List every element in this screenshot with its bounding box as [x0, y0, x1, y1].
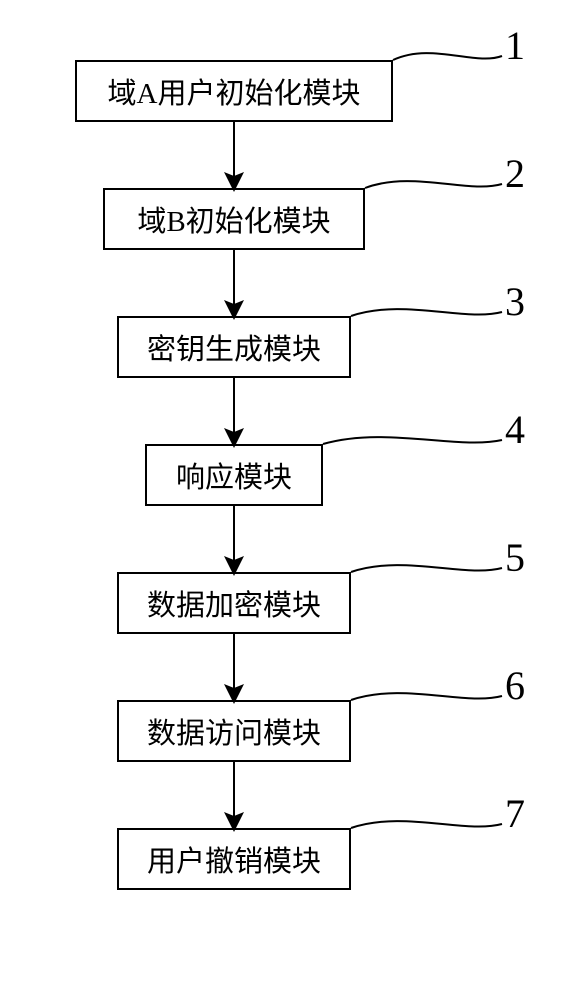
node-data-encryption: 数据加密模块 — [117, 572, 351, 634]
node-user-revoke: 用户撤销模块 — [117, 828, 351, 890]
node-data-access: 数据访问模块 — [117, 700, 351, 762]
diagram-canvas: 域A用户初始化模块 域B初始化模块 密钥生成模块 响应模块 数据加密模块 数据访… — [0, 0, 563, 1000]
callout-label-7: 7 — [505, 790, 525, 837]
node-label: 域A用户初始化模块 — [108, 70, 361, 112]
node-label: 数据访问模块 — [147, 710, 321, 752]
node-label: 域B初始化模块 — [137, 198, 330, 240]
callout-label-5: 5 — [505, 534, 525, 581]
callout-label-4: 4 — [505, 406, 525, 453]
callout-label-3: 3 — [505, 278, 525, 325]
callout-label-6: 6 — [505, 662, 525, 709]
node-label: 响应模块 — [176, 454, 292, 496]
node-domain-a-user-init: 域A用户初始化模块 — [75, 60, 393, 122]
node-label: 数据加密模块 — [147, 582, 321, 624]
node-label: 用户撤销模块 — [147, 838, 321, 880]
node-response: 响应模块 — [145, 444, 323, 506]
node-key-generation: 密钥生成模块 — [117, 316, 351, 378]
node-domain-b-init: 域B初始化模块 — [103, 188, 365, 250]
callout-label-2: 2 — [505, 150, 525, 197]
callout-label-1: 1 — [505, 22, 525, 69]
node-label: 密钥生成模块 — [147, 326, 321, 368]
